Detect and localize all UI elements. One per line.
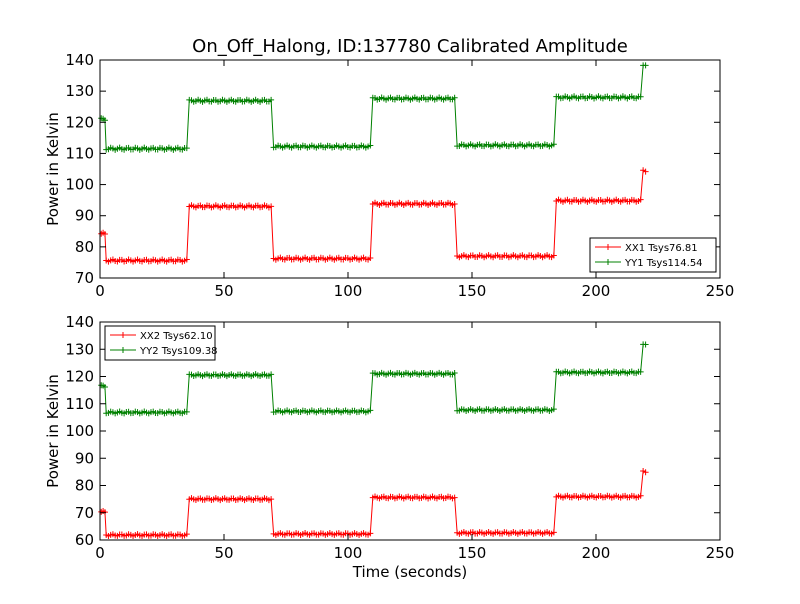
x-tick-label: 100 — [334, 544, 363, 562]
series-line — [101, 470, 646, 537]
legend-item: XX2 Tsys62.10 — [110, 331, 213, 342]
y-tick-label: 140 — [65, 313, 94, 331]
x-tick-label: 250 — [706, 544, 735, 562]
data-point — [642, 62, 649, 69]
legend-marker — [120, 347, 126, 353]
data-point — [367, 254, 374, 261]
data-point — [101, 383, 108, 390]
data-point — [451, 200, 458, 207]
legend-item: YY1 Tsys114.54 — [595, 258, 703, 269]
series-yy1 — [98, 62, 649, 153]
legend-label: YY1 Tsys114.54 — [624, 258, 703, 269]
series-markers — [98, 341, 649, 417]
data-point — [367, 407, 374, 414]
x-axis-label: Time (seconds) — [352, 563, 468, 581]
legend-label: XX2 Tsys62.10 — [140, 331, 213, 342]
data-point — [183, 531, 190, 538]
y-tick-label: 110 — [65, 144, 94, 162]
data-point — [642, 168, 649, 175]
data-point — [637, 196, 644, 203]
data-point — [550, 406, 557, 413]
series-line — [101, 64, 646, 151]
x-tick-label: 50 — [214, 544, 233, 562]
y-tick-label: 130 — [65, 82, 94, 100]
y-tick-label: 120 — [65, 113, 94, 131]
data-point — [183, 145, 190, 152]
y-tick-label: 100 — [65, 422, 94, 440]
x-tick-label: 50 — [214, 282, 233, 300]
y-tick-label: 100 — [65, 176, 94, 194]
data-point — [451, 370, 458, 377]
data-point — [268, 96, 275, 103]
series-xx1 — [98, 167, 649, 265]
legend-label: YY2 Tsys109.38 — [139, 346, 218, 357]
legend-box — [589, 237, 717, 273]
data-point — [183, 408, 190, 415]
y-tick-label: 80 — [75, 238, 94, 256]
y-axis-label: Power in Kelvin — [44, 112, 62, 226]
data-point — [101, 231, 108, 238]
x-tick-label: 0 — [95, 282, 105, 300]
data-point — [451, 94, 458, 101]
data-point — [268, 371, 275, 378]
legend-marker — [605, 244, 611, 250]
data-point — [451, 494, 458, 501]
series-markers — [98, 167, 649, 265]
legend: XX1 Tsys76.81 YY1 Tsys114.54 — [589, 237, 717, 273]
y-tick-label: 60 — [75, 531, 94, 549]
series-markers — [98, 62, 649, 153]
data-point — [183, 256, 190, 263]
bottom-subplot: 0 50 100 150 200 250 60 70 80 90 100 110 120 130 140 Po… — [44, 313, 734, 581]
series-yy2 — [98, 341, 649, 417]
data-point — [637, 492, 644, 499]
y-tick-label: 70 — [75, 504, 94, 522]
legend-label: XX1 Tsys76.81 — [625, 243, 698, 254]
chart-title: On_Off_Halong, ID:137780 Calibrated Ampl… — [192, 36, 628, 57]
y-tick-label: 80 — [75, 477, 94, 495]
y-tick-label: 110 — [65, 395, 94, 413]
y-tick-label: 130 — [65, 340, 94, 358]
data-point — [550, 141, 557, 148]
x-tick-label: 250 — [706, 282, 735, 300]
data-point — [367, 530, 374, 537]
top-subplot: 0 50 100 150 200 250 70 80 90 100 110 120 130 140 Powe… — [44, 51, 734, 300]
x-tick-label: 150 — [458, 544, 487, 562]
data-point — [268, 203, 275, 210]
data-point — [550, 529, 557, 536]
x-tick-label: 100 — [334, 282, 363, 300]
legend-marker — [605, 259, 611, 265]
data-point — [637, 93, 644, 100]
x-tick-label: 200 — [582, 282, 611, 300]
y-tick-label: 90 — [75, 207, 94, 225]
y-axis-label: Power in Kelvin — [44, 374, 62, 488]
data-point — [642, 469, 649, 476]
data-point — [268, 496, 275, 503]
y-tick-label: 70 — [75, 269, 94, 287]
data-point — [637, 368, 644, 375]
x-tick-label: 0 — [95, 544, 105, 562]
legend-box — [104, 325, 216, 361]
legend-item: XX1 Tsys76.81 — [595, 243, 698, 254]
y-tick-label: 90 — [75, 449, 94, 467]
series-line — [100, 169, 646, 263]
data-point — [642, 341, 649, 348]
legend-marker — [120, 332, 126, 338]
series-markers — [98, 468, 649, 540]
series-xx2 — [98, 468, 649, 540]
y-tick-label: 120 — [65, 368, 94, 386]
legend-item: YY2 Tsys109.38 — [110, 346, 218, 357]
data-point — [101, 509, 108, 516]
legend: XX2 Tsys62.10 YY2 Tsys109.38 — [104, 325, 218, 361]
data-point — [367, 142, 374, 149]
plot-frame — [99, 59, 721, 279]
x-tick-label: 200 — [582, 544, 611, 562]
data-point — [550, 252, 557, 259]
y-tick-label: 140 — [65, 51, 94, 69]
x-tick-label: 150 — [458, 282, 487, 300]
